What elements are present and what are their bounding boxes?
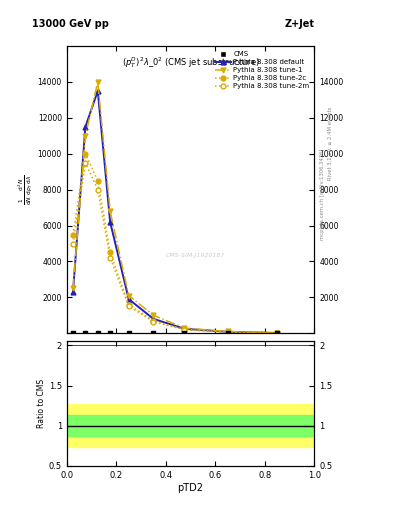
Point <box>126 329 132 337</box>
Pythia 8.308 default <box>182 326 187 332</box>
Pythia 8.308 tune-1 <box>182 325 187 331</box>
Pythia 8.308 tune-2m <box>127 303 131 309</box>
Text: Rivet 3.1.10, ≥ 2.4M events: Rivet 3.1.10, ≥ 2.4M events <box>328 106 333 180</box>
Bar <box>67 415 314 436</box>
Y-axis label: Ratio to CMS: Ratio to CMS <box>37 379 46 428</box>
Line: Pythia 8.308 tune-1: Pythia 8.308 tune-1 <box>71 79 280 335</box>
Pythia 8.308 default <box>226 329 230 335</box>
Y-axis label: $\frac{1}{\mathrm{d}N}\,\frac{\mathrm{d}^2N}{\mathrm{d}p_T\,\mathrm{d}\lambda}$: $\frac{1}{\mathrm{d}N}\,\frac{\mathrm{d}… <box>17 174 35 205</box>
Pythia 8.308 tune-1 <box>71 285 75 291</box>
Pythia 8.308 tune-1 <box>127 292 131 298</box>
Pythia 8.308 tune-2c <box>71 231 75 238</box>
Pythia 8.308 tune-2m <box>108 255 112 261</box>
Line: Pythia 8.308 tune-2c: Pythia 8.308 tune-2c <box>71 152 280 335</box>
Point <box>82 329 88 337</box>
Point <box>95 329 101 337</box>
Pythia 8.308 tune-2c <box>275 330 280 336</box>
Point <box>225 329 231 337</box>
Point <box>107 329 113 337</box>
Text: $(p_T^D)^2\lambda\_0^2$ (CMS jet substructure): $(p_T^D)^2\lambda\_0^2$ (CMS jet substru… <box>122 55 259 70</box>
Pythia 8.308 tune-2c <box>83 151 88 157</box>
Pythia 8.308 tune-1 <box>275 330 280 336</box>
Pythia 8.308 tune-2c <box>127 302 131 308</box>
Point <box>150 329 156 337</box>
Pythia 8.308 tune-1 <box>83 133 88 139</box>
Point <box>274 329 281 337</box>
Pythia 8.308 tune-2c <box>95 178 100 184</box>
Point <box>70 329 76 337</box>
Pythia 8.308 tune-2m <box>83 160 88 166</box>
Line: Pythia 8.308 default: Pythia 8.308 default <box>71 89 280 335</box>
Text: mcplots.cern.ch [arXiv:1306.3436]: mcplots.cern.ch [arXiv:1306.3436] <box>320 149 325 240</box>
Pythia 8.308 tune-2m <box>71 241 75 247</box>
Point <box>181 329 187 337</box>
Pythia 8.308 tune-2m <box>275 330 280 336</box>
Pythia 8.308 default <box>83 124 88 130</box>
Text: CMS-SIM-J1920187: CMS-SIM-J1920187 <box>166 253 225 258</box>
Pythia 8.308 default <box>127 296 131 302</box>
Pythia 8.308 tune-2m <box>226 329 230 335</box>
Pythia 8.308 tune-1 <box>95 79 100 85</box>
Legend: CMS, Pythia 8.308 default, Pythia 8.308 tune-1, Pythia 8.308 tune-2c, Pythia 8.3: CMS, Pythia 8.308 default, Pythia 8.308 … <box>214 50 311 91</box>
Pythia 8.308 tune-2m <box>182 327 187 333</box>
Pythia 8.308 default <box>275 330 280 336</box>
Pythia 8.308 default <box>108 219 112 225</box>
Line: Pythia 8.308 tune-2m: Pythia 8.308 tune-2m <box>71 160 280 335</box>
Pythia 8.308 default <box>95 88 100 94</box>
Pythia 8.308 default <box>71 289 75 295</box>
Pythia 8.308 default <box>151 316 156 322</box>
Bar <box>67 404 314 447</box>
Pythia 8.308 tune-1 <box>226 328 230 334</box>
X-axis label: pTD2: pTD2 <box>178 482 204 493</box>
Pythia 8.308 tune-2c <box>151 317 156 324</box>
Text: Z+Jet: Z+Jet <box>285 19 314 29</box>
Pythia 8.308 tune-1 <box>108 208 112 215</box>
Pythia 8.308 tune-2m <box>95 186 100 193</box>
Pythia 8.308 tune-2m <box>151 318 156 325</box>
Pythia 8.308 tune-2c <box>182 327 187 333</box>
Text: 13000 GeV pp: 13000 GeV pp <box>32 19 109 29</box>
Pythia 8.308 tune-1 <box>151 312 156 318</box>
Pythia 8.308 tune-2c <box>226 329 230 335</box>
Pythia 8.308 tune-2c <box>108 249 112 255</box>
